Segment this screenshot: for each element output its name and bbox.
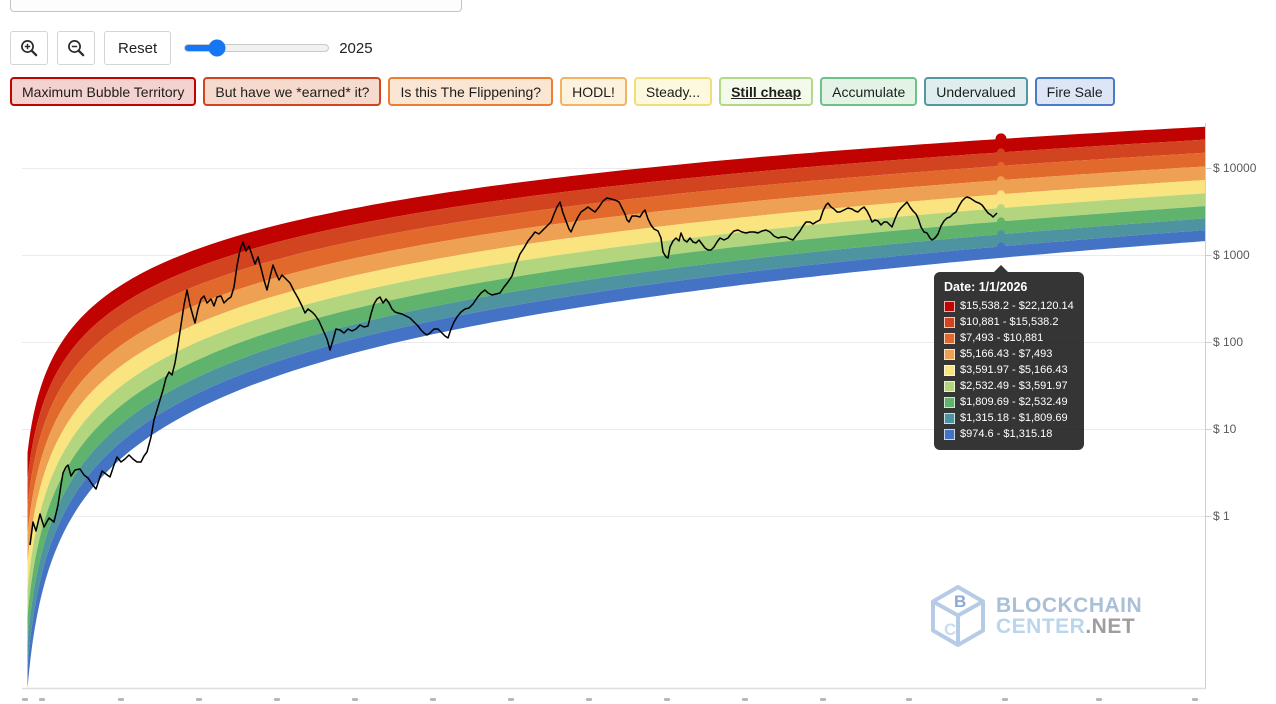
legend-button-undervalued[interactable]: Undervalued	[924, 77, 1028, 106]
x-axis-label-stub	[22, 698, 28, 701]
x-axis-label-stub	[906, 698, 912, 701]
tooltip-range: $7,493 - $10,881	[960, 332, 1044, 344]
tooltip-range: $15,538.2 - $22,120.14	[960, 300, 1074, 312]
x-axis-label-stub	[664, 698, 670, 701]
x-axis-label-stub	[586, 698, 592, 701]
x-axis-label-stub	[1002, 698, 1008, 701]
top-filter-input[interactable]	[10, 0, 462, 12]
zoom-in-button[interactable]	[10, 31, 48, 65]
tooltip-range: $10,881 - $15,538.2	[960, 316, 1059, 328]
band-0	[27, 126, 1206, 480]
tooltip-swatch	[944, 300, 955, 312]
tooltip-range: $2,532.49 - $3,591.97	[960, 380, 1068, 392]
hover-dot	[997, 190, 1005, 199]
logo-text: BLOCKCHAIN CENTER.NET	[996, 595, 1142, 637]
tooltip-row: $15,538.2 - $22,120.14	[944, 298, 1074, 314]
year-slider-thumb[interactable]	[208, 39, 226, 57]
year-slider-fill	[185, 45, 217, 51]
price-line	[29, 196, 998, 546]
legend-button-is-this-the-flippening[interactable]: Is this The Flippening?	[388, 77, 554, 106]
cube-logo-icon: B C	[931, 585, 985, 647]
hover-dot-top	[995, 133, 1007, 145]
tooltip-row: $5,166.43 - $7,493	[944, 346, 1074, 362]
tooltip-swatch	[944, 380, 955, 392]
tooltip-swatch	[944, 364, 955, 376]
blockchaincenter-logo: B C BLOCKCHAIN CENTER.NET	[930, 584, 1142, 648]
chart-controls: Reset 2025	[10, 31, 373, 65]
legend-row: Maximum Bubble Territory But have we *ear…	[10, 77, 1115, 106]
x-axis-label-stub	[352, 698, 358, 701]
hover-dot	[997, 176, 1005, 185]
legend-button-maximum-bubble-territory[interactable]: Maximum Bubble Territory	[10, 77, 197, 106]
hover-dot	[997, 230, 1005, 239]
magnifier-plus-icon	[20, 39, 37, 56]
reset-button[interactable]: Reset	[104, 31, 172, 65]
x-axis-label-stub	[274, 698, 280, 701]
tooltip-swatch	[944, 412, 955, 424]
y-axis-label: $ 1	[1213, 509, 1230, 523]
legend-button-hodl[interactable]: HODL!	[560, 77, 627, 106]
tooltip-row: $7,493 - $10,881	[944, 330, 1074, 346]
tooltip-row: $1,809.69 - $2,532.49	[944, 394, 1074, 410]
y-axis-label: $ 100	[1213, 335, 1244, 349]
rainbow-bands	[27, 126, 1206, 689]
x-axis-label-stub	[430, 698, 436, 701]
year-slider-value: 2025	[339, 39, 373, 57]
svg-text:B: B	[954, 592, 966, 611]
tooltip-row: $3,591.97 - $5,166.43	[944, 362, 1074, 378]
tooltip-swatch	[944, 396, 955, 408]
magnifier-minus-icon	[67, 39, 84, 56]
tooltip-row: $974.6 - $1,315.18	[944, 426, 1074, 442]
y-axis-label: $ 10000	[1213, 161, 1257, 175]
tooltip-date: Date: 1/1/2026	[944, 280, 1028, 294]
x-axis-label-stub	[1192, 698, 1198, 701]
legend-button-but-have-we-earned-it[interactable]: But have we *earned* it?	[203, 77, 382, 106]
y-axis-label: $ 10	[1213, 422, 1237, 436]
hover-dot	[997, 204, 1005, 213]
y-axis-label: $ 1000	[1213, 248, 1250, 262]
year-slider: 2025	[184, 39, 373, 57]
legend-button-still-cheap[interactable]: Still cheap	[719, 77, 814, 106]
tooltip-range: $974.6 - $1,315.18	[960, 428, 1053, 440]
tooltip-swatch	[944, 348, 955, 360]
tooltip-row: $1,315.18 - $1,809.69	[944, 410, 1074, 426]
legend-button-fire-sale[interactable]: Fire Sale	[1034, 77, 1115, 106]
year-slider-track[interactable]	[184, 39, 330, 57]
hover-dot	[997, 161, 1005, 170]
logo-line1: BLOCKCHAIN	[996, 594, 1143, 617]
logo-line2: CENTER	[996, 615, 1086, 638]
tooltip-swatch	[944, 428, 955, 440]
tooltip-range: $1,315.18 - $1,809.69	[960, 412, 1068, 424]
x-axis-label-stub	[820, 698, 826, 701]
tooltip-row: $2,532.49 - $3,591.97	[944, 378, 1074, 394]
hover-dots	[995, 133, 1007, 251]
x-axis-label-stub	[1096, 698, 1102, 701]
legend-button-accumulate[interactable]: Accumulate	[820, 77, 918, 106]
hover-tooltip: Date: 1/1/2026 $15,538.2 - $22,120.14 $10…	[934, 265, 1084, 450]
hover-dot	[997, 148, 1005, 157]
tooltip-row: $10,881 - $15,538.2	[944, 314, 1074, 330]
tooltip-rows: $15,538.2 - $22,120.14 $10,881 - $15,538.…	[944, 298, 1074, 442]
svg-text:C: C	[944, 620, 956, 639]
legend-button-steady[interactable]: Steady...	[633, 77, 713, 106]
logo-suffix: .NET	[1085, 615, 1136, 638]
x-axis-label-stub	[39, 698, 45, 701]
hover-dot	[997, 217, 1005, 226]
x-axis-label-stub	[118, 698, 124, 701]
x-axis-label-stub	[196, 698, 202, 701]
tooltip-swatch	[944, 316, 955, 328]
tooltip-swatch	[944, 332, 955, 344]
tooltip-range: $5,166.43 - $7,493	[960, 348, 1053, 360]
axes	[22, 123, 1212, 690]
tooltip-range: $1,809.69 - $2,532.49	[960, 396, 1068, 408]
tooltip-range: $3,591.97 - $5,166.43	[960, 364, 1068, 376]
x-axis-label-stub	[742, 698, 748, 701]
zoom-out-button[interactable]	[57, 31, 95, 65]
hover-dot	[997, 242, 1005, 251]
x-axis-label-stub	[508, 698, 514, 701]
